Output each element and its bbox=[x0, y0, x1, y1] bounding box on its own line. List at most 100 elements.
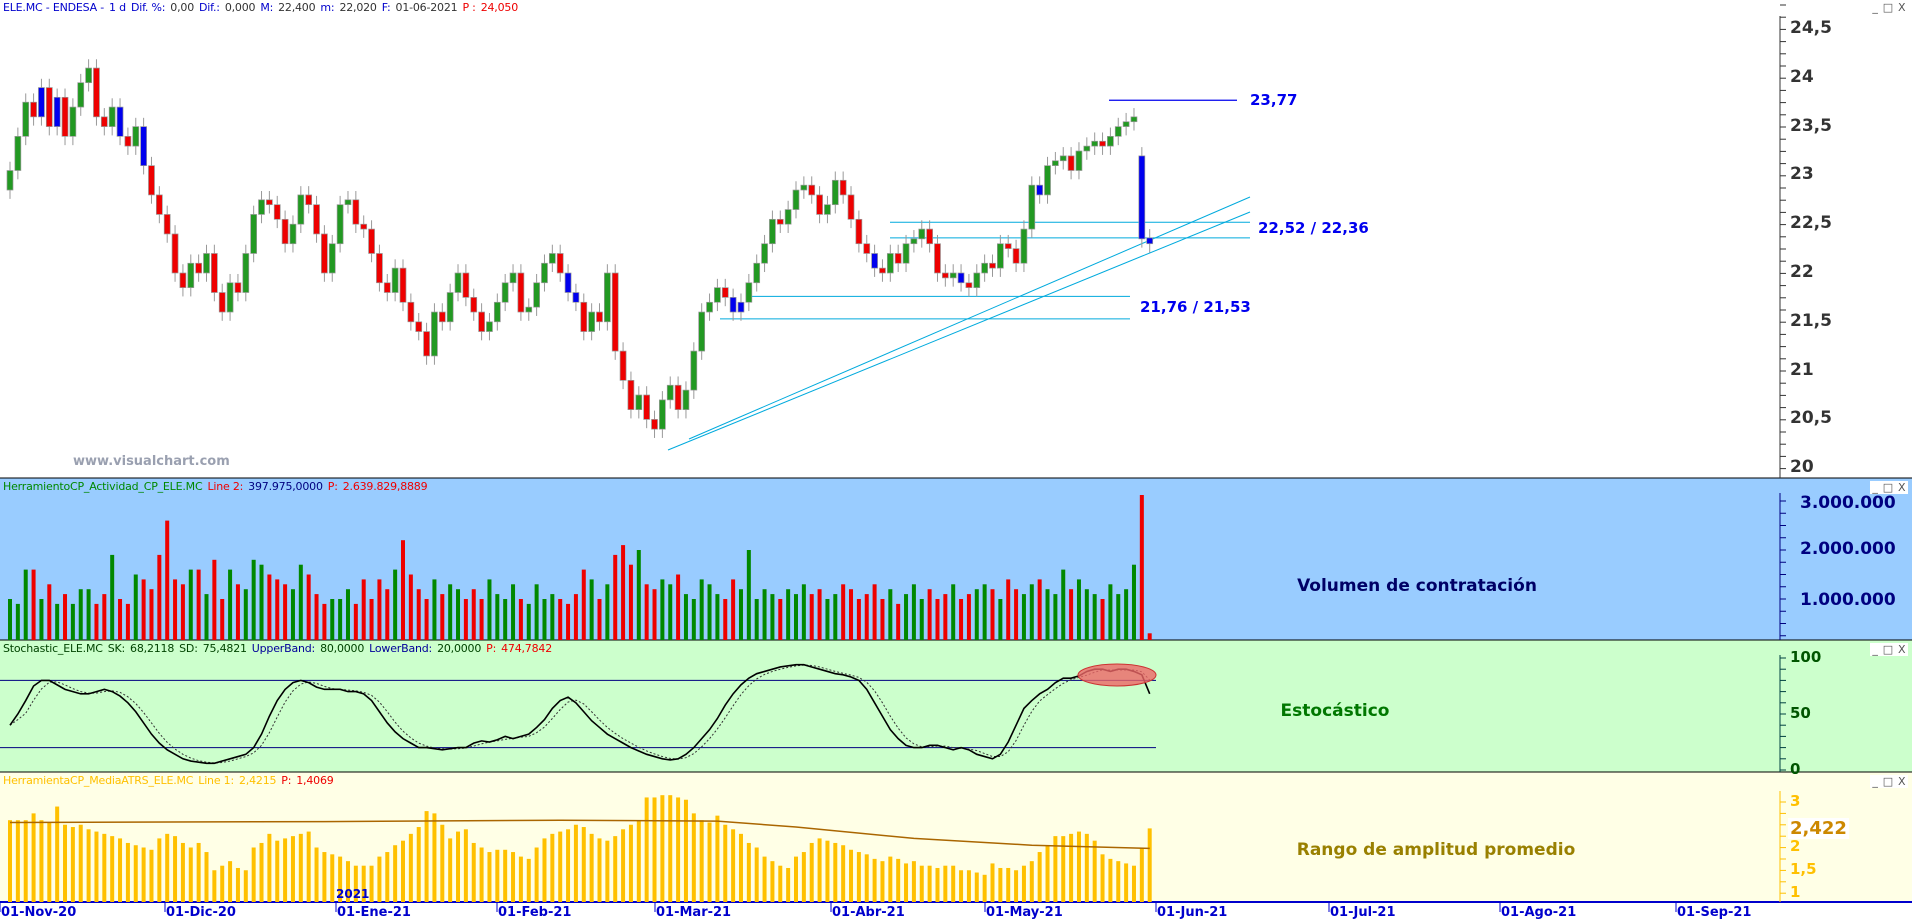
atr-header: HerramientaCP_MediaATRS_ELE.MC Line 1: 2,4… bbox=[3, 774, 339, 787]
minimize-button[interactable]: _ bbox=[1872, 643, 1878, 656]
volume-bar bbox=[251, 559, 256, 640]
volume-bar bbox=[880, 599, 885, 640]
atr-bar bbox=[290, 836, 295, 902]
maximize-button[interactable]: □ bbox=[1882, 1, 1894, 14]
minimize-button[interactable]: _ bbox=[1872, 481, 1878, 494]
volume-bar bbox=[833, 594, 838, 640]
volume-bar bbox=[353, 603, 358, 640]
atr-bar bbox=[809, 842, 814, 902]
volume-bar bbox=[683, 594, 688, 640]
label: Dif. %: bbox=[130, 1, 166, 14]
candle bbox=[1020, 228, 1028, 264]
volume-bar bbox=[424, 599, 429, 640]
atr-bar bbox=[78, 824, 83, 902]
volume-bar bbox=[534, 584, 539, 640]
volume-bar bbox=[691, 599, 696, 640]
atr-bar bbox=[550, 833, 555, 902]
candle bbox=[1004, 243, 1012, 249]
indicator-name: Stochastic_ELE.MC bbox=[3, 642, 103, 655]
line-value: 2,4215 bbox=[239, 774, 277, 787]
date: 01-06-2021 bbox=[395, 1, 458, 14]
maximize-button[interactable]: □ bbox=[1882, 775, 1894, 788]
atr-bar bbox=[141, 847, 146, 902]
volume-bar bbox=[39, 599, 44, 640]
atr-bar bbox=[518, 856, 523, 902]
minimize-button[interactable]: _ bbox=[1872, 1, 1878, 14]
candle bbox=[1044, 165, 1051, 196]
candle bbox=[753, 262, 761, 284]
candle bbox=[855, 218, 863, 245]
atr-bar bbox=[542, 838, 547, 902]
atr-bar bbox=[731, 829, 736, 902]
candle bbox=[721, 287, 729, 298]
volume-bar bbox=[723, 599, 728, 640]
volume-bar bbox=[542, 599, 547, 640]
atr-bar bbox=[228, 861, 233, 902]
minimize-button[interactable]: _ bbox=[1872, 775, 1878, 788]
volume-bar bbox=[1006, 579, 1011, 640]
lower-zone-label: 21,76 / 21,53 bbox=[1140, 298, 1251, 316]
atr-bar bbox=[1045, 845, 1050, 902]
maximize-button[interactable]: □ bbox=[1882, 643, 1894, 656]
volume-bar bbox=[196, 569, 201, 640]
candle bbox=[564, 272, 572, 293]
atr-bar bbox=[613, 836, 618, 902]
maximize-button[interactable]: □ bbox=[1882, 481, 1894, 494]
atr-bar bbox=[314, 847, 319, 902]
volume-bar bbox=[471, 589, 476, 640]
watermark: www.visualchart.com bbox=[73, 454, 230, 469]
x-axis-label: 01-Abr-21 bbox=[832, 905, 905, 920]
stochastic-axis-label: 50 bbox=[1790, 704, 1811, 722]
volume-bar bbox=[456, 589, 461, 640]
close-button[interactable]: X bbox=[1898, 1, 1906, 14]
volume-bar bbox=[212, 559, 217, 640]
volume-bar bbox=[1092, 594, 1097, 640]
candle bbox=[14, 136, 22, 171]
candle bbox=[53, 96, 61, 127]
atr-bar bbox=[1029, 861, 1034, 902]
stochastic-axis-label: 100 bbox=[1790, 648, 1822, 666]
candle bbox=[289, 223, 297, 245]
candle bbox=[1028, 184, 1036, 230]
volume-bar bbox=[927, 589, 932, 640]
candle bbox=[305, 194, 313, 206]
close-button[interactable]: X bbox=[1898, 481, 1906, 494]
volume-bar bbox=[110, 554, 115, 640]
volume-bar bbox=[298, 564, 303, 640]
volume-bar bbox=[911, 584, 916, 640]
atr-bar bbox=[133, 845, 138, 902]
volume-bar bbox=[259, 564, 264, 640]
volume-bar bbox=[408, 574, 413, 640]
symbol: ELE.MC - ENDESA - bbox=[3, 1, 105, 14]
volume-bar bbox=[746, 550, 751, 640]
x-axis-label: 01-Ene-21 bbox=[337, 905, 411, 920]
atr-bar bbox=[888, 856, 893, 902]
atr-bar bbox=[188, 847, 193, 902]
candle bbox=[934, 243, 941, 274]
volume-bar bbox=[1045, 589, 1050, 640]
candle bbox=[85, 67, 92, 84]
candle bbox=[580, 301, 588, 332]
candle bbox=[1036, 184, 1044, 196]
stochastic-header: Stochastic_ELE.MC SK: 68,2118 SD: 75,4821 Upp… bbox=[3, 642, 557, 655]
volume-bar bbox=[573, 594, 578, 640]
label: SD: bbox=[179, 642, 198, 655]
close-button[interactable]: X bbox=[1898, 643, 1906, 656]
atr-bar bbox=[1100, 854, 1105, 902]
atr-bar bbox=[487, 852, 492, 902]
volume-bar bbox=[188, 569, 193, 640]
close-button[interactable]: X bbox=[1898, 775, 1906, 788]
volume-bar bbox=[290, 589, 295, 640]
atr-bar bbox=[23, 820, 28, 902]
atr-bar bbox=[723, 824, 728, 902]
volume-bar bbox=[982, 584, 987, 640]
candle bbox=[879, 267, 886, 274]
label: UpperBand: bbox=[251, 642, 316, 655]
candle bbox=[328, 243, 336, 274]
volume-bar bbox=[345, 589, 350, 640]
candle bbox=[792, 189, 800, 210]
atr-bar bbox=[628, 824, 633, 902]
candle bbox=[376, 253, 383, 284]
atr-bar bbox=[243, 870, 248, 902]
candle bbox=[941, 272, 949, 279]
